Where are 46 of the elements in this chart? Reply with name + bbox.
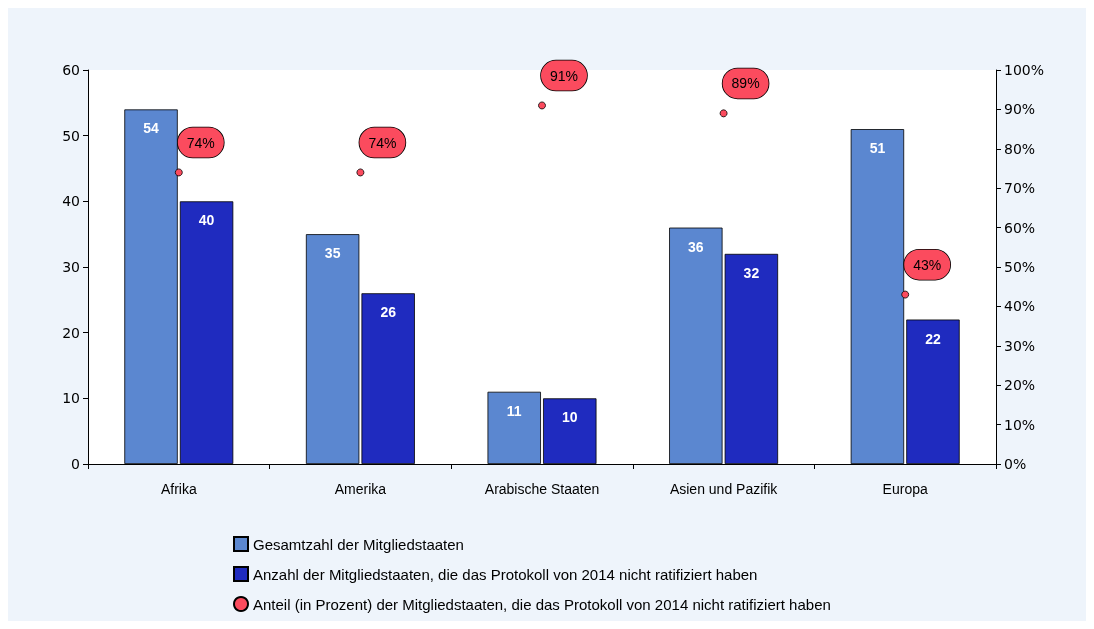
y2-tick-label: 50% — [1004, 259, 1036, 275]
y2-tick-label: 30% — [1004, 337, 1036, 354]
y-tick-label: 50 — [62, 127, 80, 144]
y-tick-label: 0 — [71, 456, 80, 472]
y2-tick-label: 0% — [1004, 456, 1027, 472]
y-tick-label: 20 — [62, 324, 80, 341]
x-tick-label: Afrika — [160, 481, 197, 497]
y2-tick-label: 100% — [1004, 62, 1045, 78]
point — [356, 168, 365, 177]
data-label: 40 — [198, 212, 215, 229]
x-tick-label: Amerika — [334, 481, 387, 497]
data-label: 22 — [925, 330, 941, 347]
y-tick-label: 40 — [62, 193, 80, 210]
x-tick-label: Europa — [882, 481, 928, 497]
data-label: 74% — [368, 134, 397, 151]
data-label: 11 — [506, 402, 522, 419]
data-label: 35 — [324, 245, 341, 262]
data-label: 54 — [143, 120, 160, 137]
x-tick-label: Asien und Pazifik — [669, 481, 779, 497]
data-label: 10 — [561, 409, 578, 426]
data-label: 43% — [913, 256, 942, 273]
data-label: 36 — [688, 238, 704, 255]
y-tick-label: 10 — [62, 390, 80, 407]
y2-tick-label: 80% — [1004, 140, 1036, 157]
y2-tick-label: 40% — [1004, 298, 1036, 315]
y-tick-label: 30 — [62, 259, 80, 275]
y-tick-label: 60 — [62, 62, 80, 78]
data-label: 51 — [869, 140, 886, 157]
data-label: 89% — [731, 75, 760, 92]
legend-label: Anteil (in Prozent) der Mitgliedstaaten, die das Protokoll von 2014 nicht ratifiziert haben — [253, 595, 831, 613]
point — [174, 168, 183, 177]
y2-tick-label: 60% — [1004, 219, 1036, 236]
data-label: 26 — [380, 304, 397, 321]
data-label: 74% — [186, 134, 215, 151]
point — [719, 109, 728, 118]
legend-label: Anzahl der Mitgliedstaaten, die das Protokoll von 2014 nicht ratifiziert haben — [253, 565, 758, 583]
data-label: 91% — [549, 67, 579, 84]
x-tick-label: Arabische Staaten — [484, 481, 600, 497]
point — [538, 101, 546, 110]
y2-tick-label: 90% — [1004, 101, 1036, 118]
point — [901, 290, 910, 299]
data-label: 32 — [743, 264, 760, 281]
y2-tick-label: 10% — [1004, 416, 1036, 433]
y2-tick-label: 70% — [1004, 180, 1036, 197]
legend-label: Gesamtzahl der Mitgliedstaaten — [253, 535, 464, 553]
y2-tick-label: 20% — [1004, 377, 1036, 394]
